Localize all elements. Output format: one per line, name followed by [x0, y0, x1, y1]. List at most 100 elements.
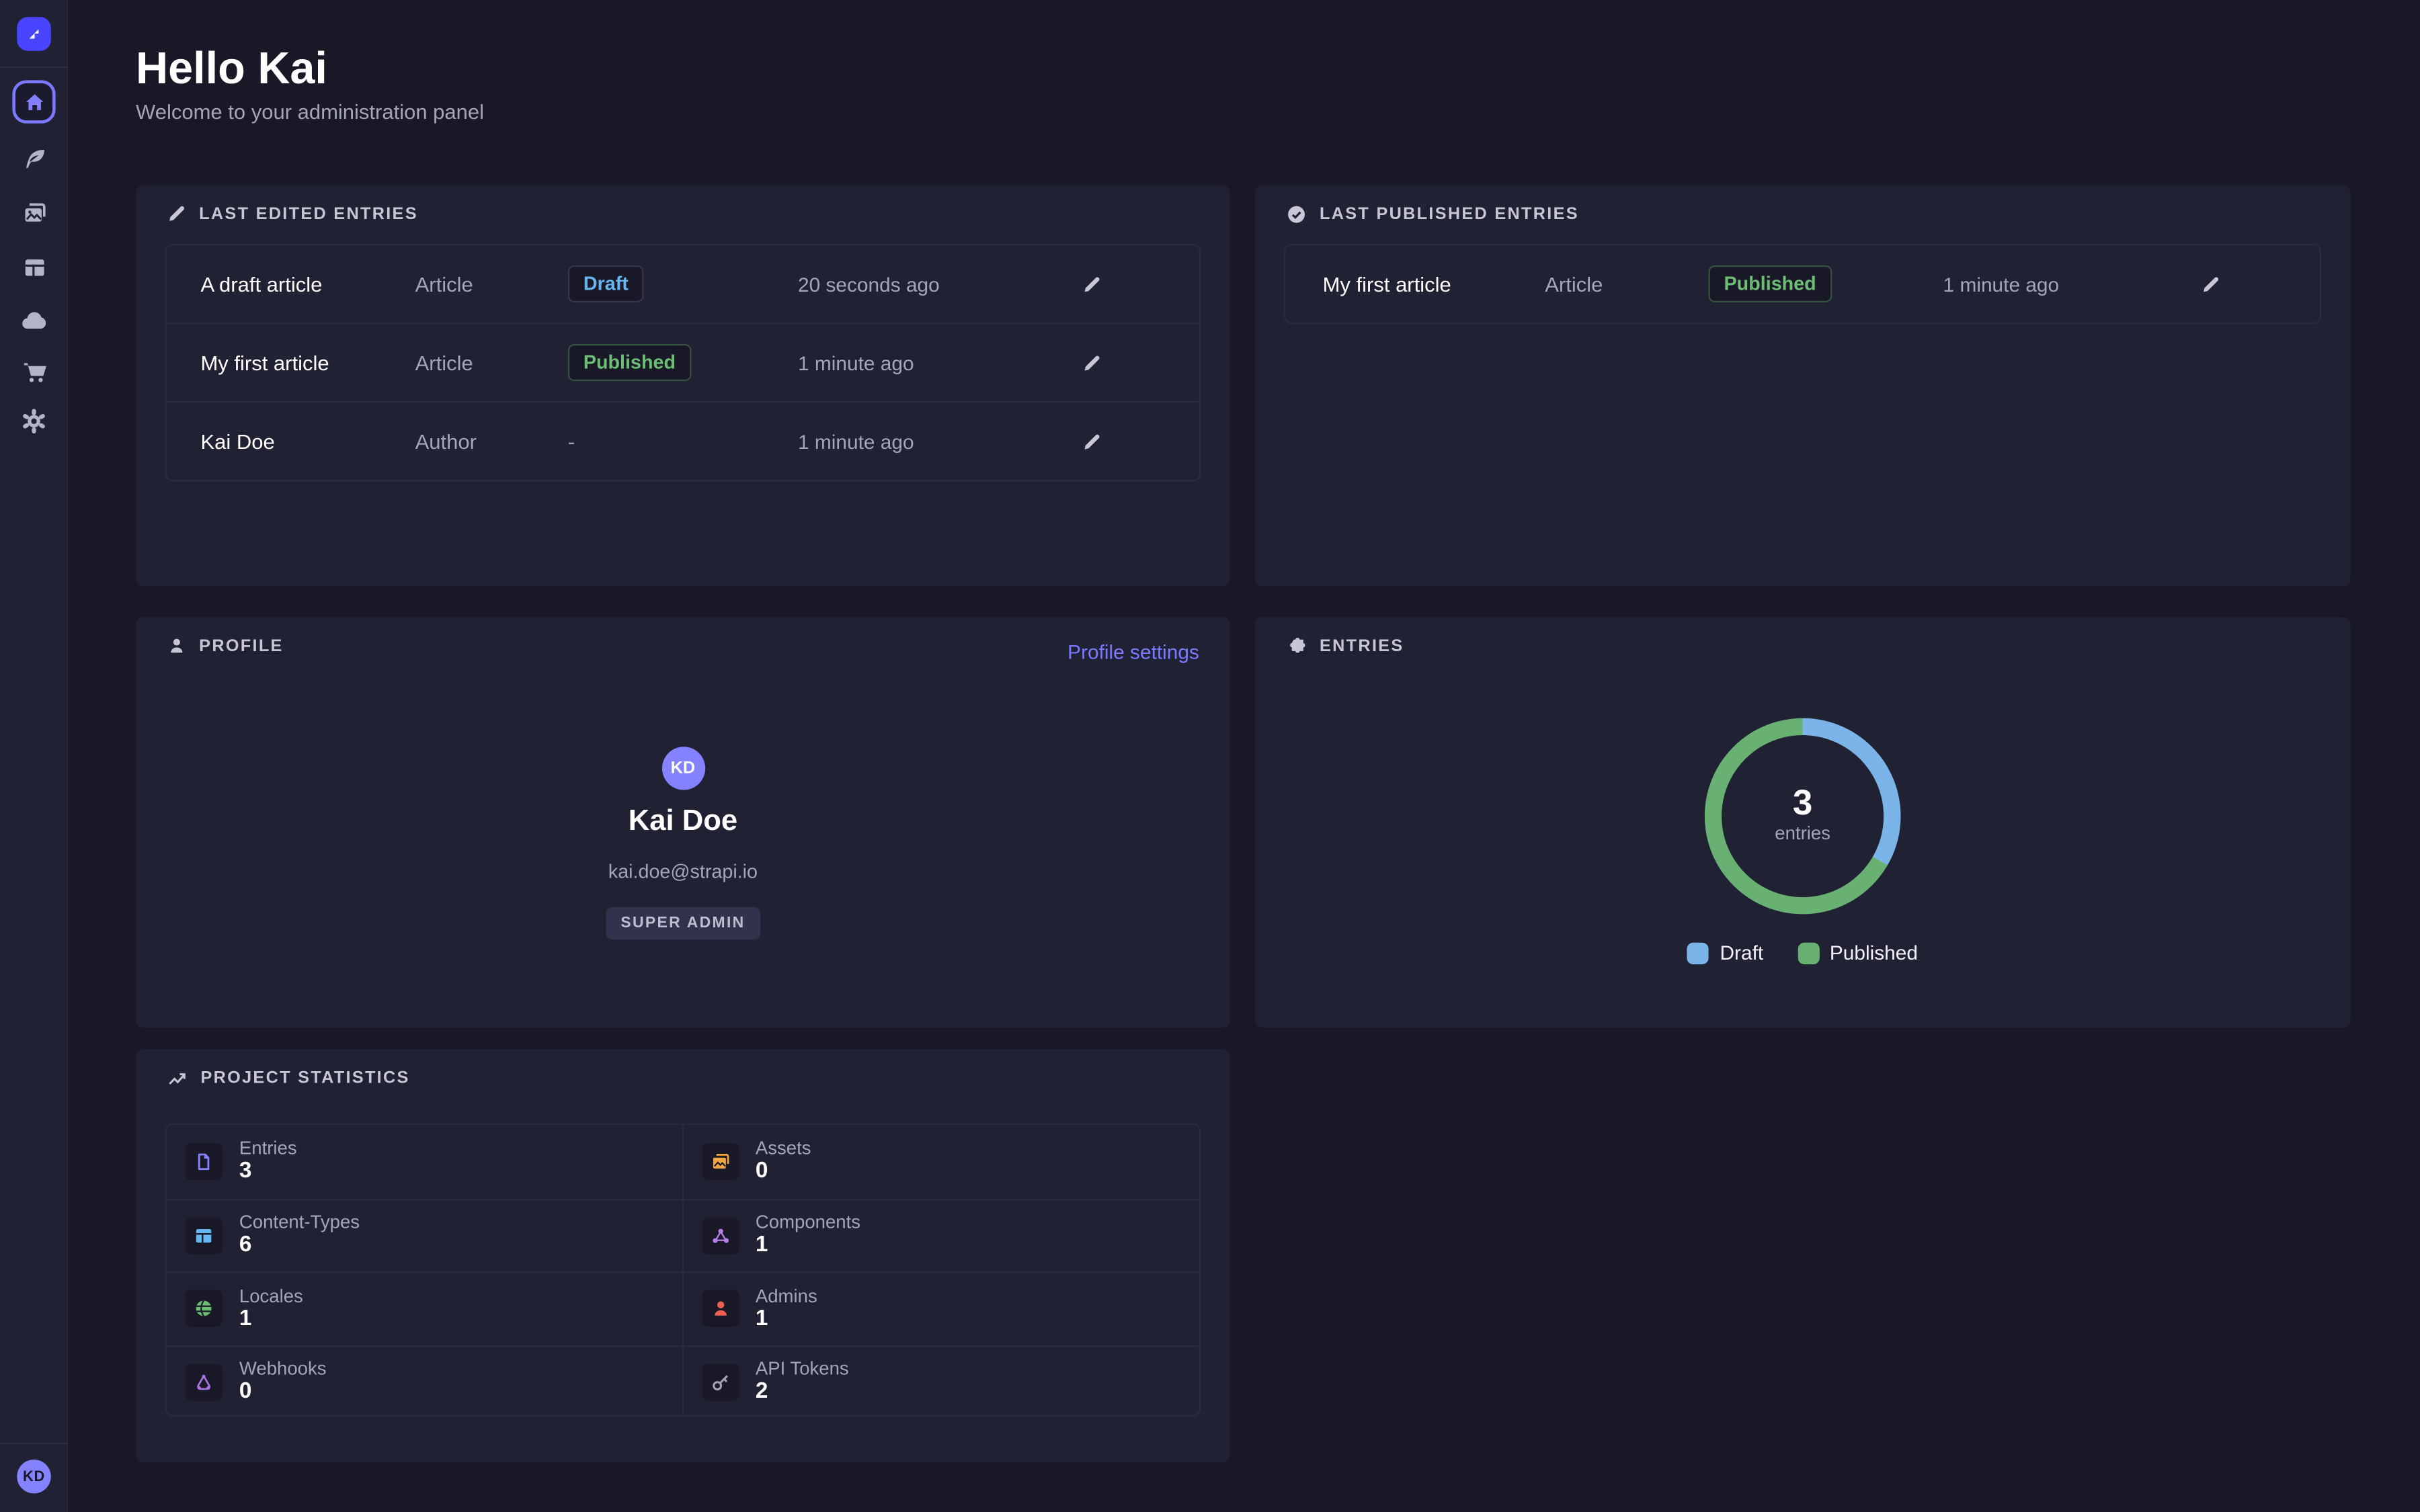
profile-header: PROFILE [167, 636, 284, 656]
layout-icon [185, 1216, 223, 1255]
last-edited-entries-header: LAST EDITED ENTRIES [167, 204, 418, 224]
entry-name: A draft article [200, 272, 323, 296]
sidebar-item-home[interactable] [12, 80, 56, 124]
nodes-icon [701, 1216, 739, 1255]
stat-label: Admins [755, 1284, 817, 1307]
sidebar-user-avatar[interactable]: KD [17, 1459, 51, 1494]
stat-content-types: Content-Types 6 [166, 1198, 683, 1271]
entries-total: 3 [1792, 782, 1813, 823]
sidebar: KD [0, 0, 69, 1512]
last-edited-table: A draft article Article Draft 20 seconds… [165, 243, 1201, 482]
feather-icon [25, 149, 44, 168]
pencil-icon [1084, 276, 1100, 292]
key-icon [701, 1363, 739, 1401]
legend-label: Draft [1720, 941, 1764, 964]
stat-label: Content-Types [239, 1211, 360, 1234]
legend-item-draft: Draft [1687, 941, 1763, 964]
sidebar-item-cloud[interactable] [0, 301, 68, 341]
strapi-logo-glyph [29, 29, 39, 39]
stat-value: 1 [239, 1306, 252, 1331]
edit-entry-button[interactable] [1082, 353, 1199, 373]
entries-label: ENTRIES [1320, 637, 1404, 656]
profile-email: kai.doe@strapi.io [608, 861, 758, 883]
page-subtitle: Welcome to your administration panel [136, 100, 485, 124]
entry-time: 1 minute ago [1943, 272, 2060, 296]
stat-assets: Assets 0 [683, 1125, 1199, 1198]
stat-entries: Entries 3 [167, 1124, 683, 1198]
table-row: A draft article Article Draft 20 seconds… [167, 245, 1199, 323]
edit-entry-button[interactable] [1082, 431, 1199, 452]
stat-label: Entries [239, 1137, 297, 1159]
project-statistics-header: PROJECT STATISTICS [167, 1068, 410, 1089]
legend-label: Published [1829, 941, 1919, 964]
legend-item-published: Published [1797, 941, 1919, 964]
last-edited-entries-label: LAST EDITED ENTRIES [199, 204, 418, 223]
entry-time: 1 minute ago [797, 351, 914, 374]
document-icon [185, 1142, 223, 1180]
layout-icon [24, 258, 44, 276]
edit-entry-button[interactable] [2201, 274, 2320, 294]
sidebar-item-content-type-builder[interactable] [0, 247, 68, 287]
last-published-entries-label: LAST PUBLISHED ENTRIES [1320, 205, 1579, 224]
entries-header: ENTRIES [1285, 636, 1404, 657]
last-published-table: My first article Article Published 1 min… [1284, 243, 2322, 325]
puzzle-icon [1285, 636, 1307, 657]
stat-admins: Admins 1 [682, 1271, 1199, 1345]
sidebar-item-media-library[interactable] [0, 193, 68, 233]
stat-value: 1 [755, 1233, 768, 1258]
check-circle-icon [1285, 204, 1307, 225]
entry-name: My first article [200, 351, 329, 374]
stat-value: 2 [755, 1380, 768, 1404]
stat-value: 3 [239, 1159, 252, 1184]
table-row: Kai Doe Author - 1 minute ago [166, 401, 1199, 480]
entries-donut-chart: 3 entries [1695, 708, 1910, 924]
entry-name: My first article [1322, 272, 1451, 296]
published-swatch [1797, 941, 1819, 964]
donut-legend: Draft Published [1255, 941, 2351, 964]
status-empty: - [567, 429, 575, 453]
stat-value: 0 [239, 1380, 252, 1404]
stat-value: 1 [755, 1306, 768, 1331]
profile-name: Kai Doe [628, 805, 738, 838]
stat-value: 6 [239, 1233, 252, 1258]
pencil-icon [167, 204, 187, 224]
pencil-icon [2204, 276, 2219, 292]
sidebar-item-content-manager[interactable] [0, 139, 68, 179]
statistics-grid: Entries 3 Assets 0 Content-Types 6 [165, 1123, 1201, 1418]
status-badge: Published [567, 343, 691, 382]
last-edited-entries-card: LAST EDITED ENTRIES A draft article Arti… [136, 185, 1230, 587]
status-badge: Draft [567, 265, 644, 302]
donut-svg [1704, 718, 1901, 915]
sidebar-item-marketplace[interactable] [0, 351, 68, 392]
edit-entry-button[interactable] [1082, 274, 1199, 294]
last-published-entries-card: LAST PUBLISHED ENTRIES My first article … [1254, 185, 2351, 587]
last-published-entries-header: LAST PUBLISHED ENTRIES [1285, 204, 1578, 225]
stat-components: Components 1 [682, 1198, 1199, 1271]
strapi-logo-icon[interactable] [17, 17, 51, 51]
user-icon [167, 636, 187, 656]
stat-api-tokens: API Tokens 2 [682, 1344, 1199, 1418]
webhook-icon [185, 1363, 223, 1401]
donut-center-text: 3 entries [1695, 782, 1910, 844]
entries-unit: entries [1775, 822, 1830, 844]
entry-time: 1 minute ago [797, 429, 914, 453]
profile-label: PROFILE [199, 636, 284, 655]
stat-label: Assets [755, 1137, 811, 1159]
stat-webhooks: Webhooks 0 [166, 1344, 683, 1418]
cloud-icon [22, 312, 46, 329]
sidebar-divider [0, 66, 69, 69]
stat-locales: Locales 1 [166, 1271, 683, 1345]
stat-label: API Tokens [755, 1357, 849, 1380]
table-row: My first article Article Published 1 min… [166, 322, 1199, 401]
sidebar-item-settings[interactable] [0, 401, 68, 442]
profile-settings-link[interactable]: Profile settings [1067, 640, 1199, 664]
images-icon [24, 202, 45, 221]
entry-type: Author [415, 429, 477, 453]
pencil-icon [1084, 355, 1100, 370]
entry-time: 20 seconds ago [797, 272, 940, 296]
globe-icon [185, 1290, 223, 1328]
gear-icon [23, 409, 45, 434]
stat-label: Locales [239, 1284, 303, 1307]
draft-swatch [1687, 941, 1709, 964]
